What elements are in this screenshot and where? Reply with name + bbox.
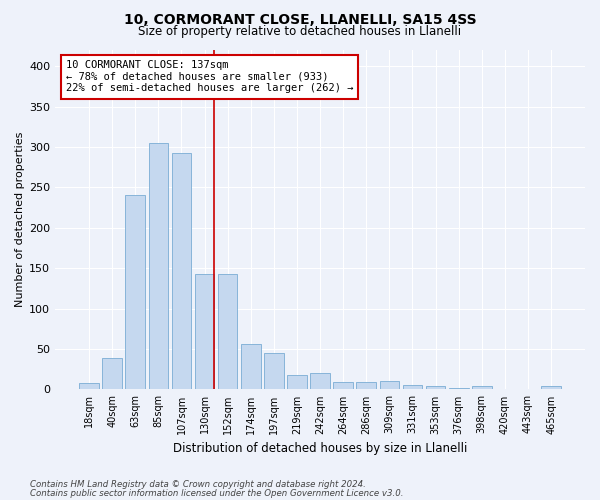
Bar — [449, 388, 469, 390]
Bar — [334, 382, 353, 390]
Bar — [195, 274, 214, 390]
Bar — [472, 386, 491, 390]
Bar — [356, 382, 376, 390]
Text: Size of property relative to detached houses in Llanelli: Size of property relative to detached ho… — [139, 25, 461, 38]
X-axis label: Distribution of detached houses by size in Llanelli: Distribution of detached houses by size … — [173, 442, 467, 455]
Bar — [495, 388, 515, 390]
Bar — [426, 386, 445, 390]
Bar — [541, 386, 561, 390]
Bar — [218, 274, 238, 390]
Text: Contains public sector information licensed under the Open Government Licence v3: Contains public sector information licen… — [30, 489, 404, 498]
Bar — [125, 194, 145, 390]
Text: 10, CORMORANT CLOSE, LLANELLI, SA15 4SS: 10, CORMORANT CLOSE, LLANELLI, SA15 4SS — [124, 12, 476, 26]
Text: 10 CORMORANT CLOSE: 137sqm
← 78% of detached houses are smaller (933)
22% of sem: 10 CORMORANT CLOSE: 137sqm ← 78% of deta… — [66, 60, 353, 94]
Bar — [380, 382, 399, 390]
Bar — [79, 383, 99, 390]
Bar — [172, 154, 191, 390]
Bar — [403, 386, 422, 390]
Bar — [241, 344, 260, 390]
Bar — [149, 143, 168, 390]
Text: Contains HM Land Registry data © Crown copyright and database right 2024.: Contains HM Land Registry data © Crown c… — [30, 480, 366, 489]
Bar — [310, 374, 330, 390]
Bar — [264, 353, 284, 390]
Bar — [103, 358, 122, 390]
Bar — [287, 375, 307, 390]
Y-axis label: Number of detached properties: Number of detached properties — [15, 132, 25, 308]
